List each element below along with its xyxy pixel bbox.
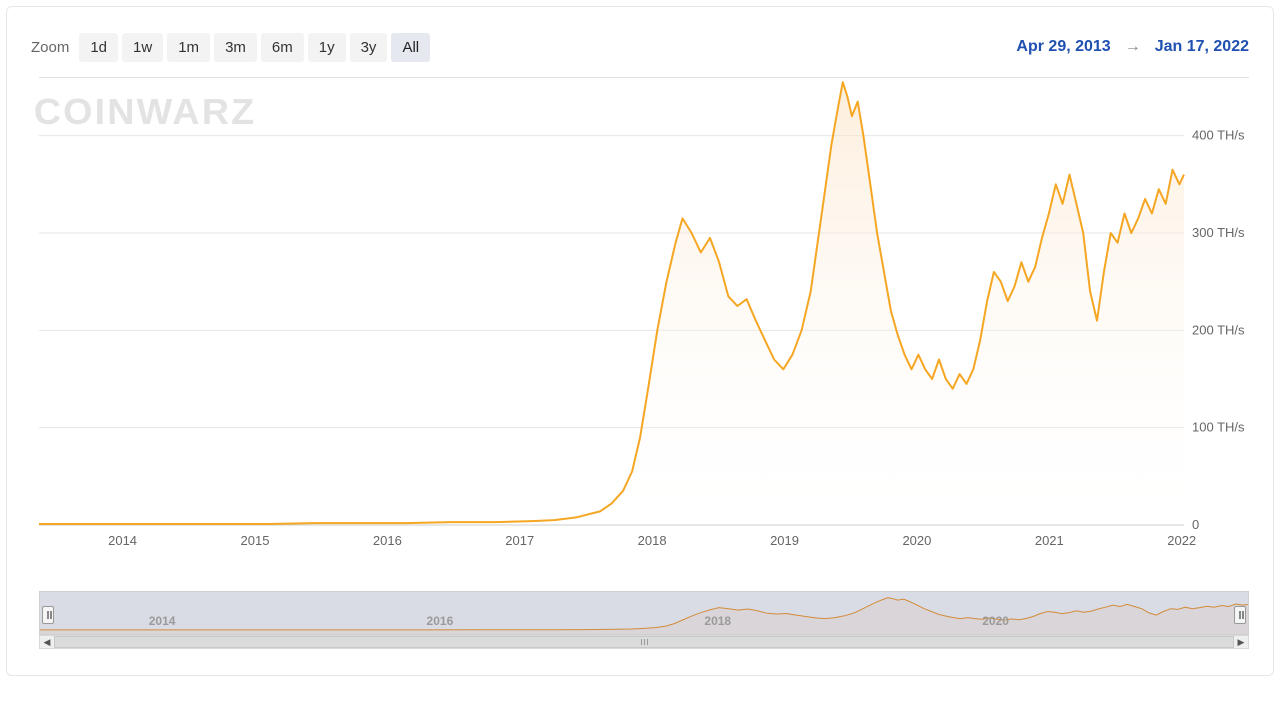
main-chart[interactable]: 0 100 TH/s 200 TH/s 300 TH/s 400 TH/s 2014 201… — [39, 77, 1249, 567]
arrow-icon: → — [1125, 38, 1141, 56]
x-tick-label: 2019 — [770, 533, 799, 545]
zoom-1y-button[interactable]: 1y — [308, 33, 346, 62]
y-tick-label: 400 TH/s — [1192, 128, 1245, 143]
navigator-year-label: 2020 — [982, 614, 1009, 628]
navigator[interactable]: 2014 2016 2018 2020 ◀ ▶ — [39, 591, 1249, 649]
x-tick-label: 2016 — [373, 533, 402, 545]
navigator-scrollbar[interactable]: ◀ ▶ — [39, 635, 1249, 649]
y-tick-label: 0 — [1192, 517, 1199, 532]
navigator-year-label: 2018 — [704, 614, 731, 628]
navigator-handle-right[interactable] — [1234, 606, 1246, 624]
zoom-all-button[interactable]: All — [391, 33, 430, 62]
x-tick-label: 2015 — [241, 533, 270, 545]
chart-card: Zoom 1d1w1m3m6m1y3yAll Apr 29, 2013 → Ja… — [6, 6, 1274, 676]
zoom-label: Zoom — [31, 39, 69, 56]
range-from: Apr 29, 2013 — [1016, 38, 1110, 56]
date-range-display[interactable]: Apr 29, 2013 → Jan 17, 2022 — [1016, 38, 1249, 56]
scroll-thumb[interactable] — [54, 636, 1234, 648]
navigator-year-label: 2014 — [149, 614, 176, 628]
navigator-year-label: 2016 — [427, 614, 454, 628]
x-tick-label: 2020 — [902, 533, 931, 545]
chart-toolbar: Zoom 1d1w1m3m6m1y3yAll Apr 29, 2013 → Ja… — [7, 29, 1273, 65]
zoom-1m-button[interactable]: 1m — [167, 33, 210, 62]
scroll-track[interactable] — [54, 636, 1234, 648]
y-tick-label: 200 TH/s — [1192, 322, 1245, 337]
x-tick-label: 2018 — [638, 533, 667, 545]
zoom-6m-button[interactable]: 6m — [261, 33, 304, 62]
y-tick-label: 300 TH/s — [1192, 225, 1245, 240]
zoom-3m-button[interactable]: 3m — [214, 33, 257, 62]
zoom-1w-button[interactable]: 1w — [122, 33, 163, 62]
navigator-handle-left[interactable] — [42, 606, 54, 624]
zoom-3y-button[interactable]: 3y — [350, 33, 388, 62]
series-area — [39, 82, 1184, 525]
y-tick-label: 100 TH/s — [1192, 420, 1245, 435]
scroll-left-button[interactable]: ◀ — [40, 636, 54, 648]
scroll-right-button[interactable]: ▶ — [1234, 636, 1248, 648]
range-to: Jan 17, 2022 — [1155, 38, 1249, 56]
x-tick-label: 2022 — [1167, 533, 1196, 545]
x-tick-label: 2017 — [505, 533, 534, 545]
x-tick-label: 2014 — [108, 533, 137, 545]
zoom-1d-button[interactable]: 1d — [79, 33, 118, 62]
navigator-track[interactable]: 2014 2016 2018 2020 — [39, 591, 1249, 635]
x-tick-label: 2021 — [1035, 533, 1064, 545]
